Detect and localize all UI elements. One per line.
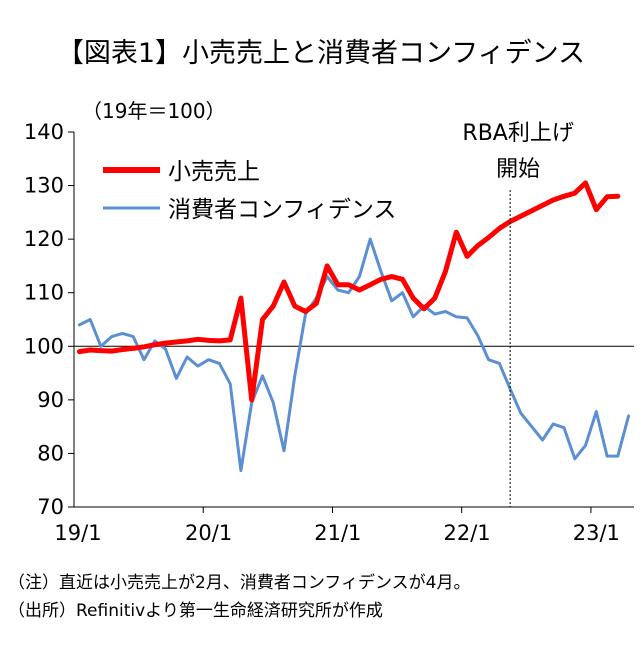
x-tick-label: 19/1 [54, 521, 101, 545]
annotation-line-2: 開始 [496, 157, 540, 182]
footnote-source: （出所）Refinitivより第一生命経済研究所が作成 [8, 601, 383, 621]
y-tick-label: 110 [24, 281, 64, 305]
x-axis: 19/1 20/1 21/1 22/1 23/1 [54, 507, 620, 545]
series-line-confidence [77, 237, 631, 473]
series-line-retail [76, 180, 621, 403]
footnote-note: （注）直近は小売売上が2月、消費者コンフィデンスが4月。 [8, 572, 470, 593]
y-axis: 70 80 90 100 110 120 130 140 [24, 120, 74, 519]
x-tick-label: 23/1 [573, 521, 620, 545]
x-tick-label: 22/1 [443, 521, 490, 545]
y-tick-label: 140 [24, 120, 64, 144]
legend-label-confidence: 消費者コンフィデンス [168, 197, 396, 223]
y-tick-label: 100 [24, 334, 64, 358]
annotation: RBA利上げ 開始 [462, 121, 574, 507]
y-tick-label: 70 [37, 495, 64, 519]
unit-label: （19年＝100） [82, 99, 226, 123]
annotation-line-1: RBA利上げ [462, 121, 573, 146]
legend-label-retail: 小売売上 [168, 159, 260, 185]
x-tick-label: 20/1 [185, 521, 232, 545]
y-tick-label: 130 [24, 174, 64, 198]
series-lines [76, 180, 631, 473]
legend: 小売売上 消費者コンフィデンス [103, 159, 396, 223]
plot-area [73, 132, 634, 508]
y-tick-label: 90 [37, 388, 64, 412]
chart-title: 【図表1】小売売上と消費者コンフィデンス [57, 38, 585, 69]
y-tick-label: 80 [37, 441, 64, 465]
y-tick-label: 120 [24, 227, 64, 251]
x-tick-label: 21/1 [314, 521, 361, 545]
